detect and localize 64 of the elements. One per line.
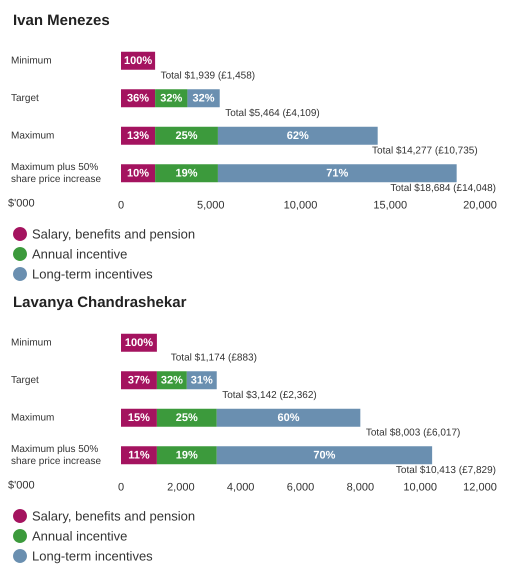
y-tick-label: Target	[11, 374, 40, 386]
chart-title: Lavanya Chandrashekar	[13, 294, 187, 311]
y-tick-label: Target	[11, 92, 40, 104]
annotation: 36%	[127, 92, 150, 104]
annotation: 71%	[326, 167, 349, 180]
legend-label: Salary, benefits and pension	[32, 508, 196, 524]
annotation: 11%	[128, 449, 150, 462]
x-tick-label: 0	[118, 200, 124, 212]
y-tick-label: Maximum plus 50% share price increase	[11, 162, 102, 185]
x-tick-label: 12,000	[463, 482, 497, 494]
x-tick-label: 4,000	[226, 482, 254, 494]
annotation: 10%	[127, 167, 150, 180]
annotation: 19%	[176, 167, 198, 180]
x-tick-label: 0	[118, 482, 124, 494]
y-tick-label: Maximum	[11, 412, 54, 424]
annotation: 37%	[128, 374, 150, 386]
legend-label: Long-term incentives	[32, 266, 154, 282]
annotation: 100%	[124, 336, 154, 349]
bar	[155, 164, 218, 182]
x-tick-label: 20,000	[463, 200, 497, 212]
x-tick-label: 6,000	[286, 482, 314, 494]
total-label: Total $8,003 (£6,017)	[366, 427, 460, 438]
total-label: Total $14,277 (£10,735)	[372, 145, 478, 156]
annotation: 60%	[278, 412, 300, 424]
annotation: 31%	[190, 374, 213, 386]
total-label: Total $3,142 (£2,362)	[222, 390, 317, 401]
legend-label: Salary, benefits and pension	[32, 226, 196, 242]
x-tick-label: 10,000	[403, 482, 437, 494]
annotation: 70%	[313, 449, 336, 462]
x-tick-label: 15,000	[373, 200, 408, 212]
annotation: 13%	[127, 130, 150, 142]
total-label: Total $1,174 (£883)	[170, 352, 257, 364]
annotation: 32%	[160, 92, 182, 104]
bar	[216, 446, 432, 464]
x-axis-title: $'000	[8, 480, 35, 492]
y-tick-label: Minimum	[11, 55, 52, 66]
chart-title: Ivan Menezes	[13, 12, 110, 29]
annotation: 15%	[128, 412, 150, 424]
y-tick-label: Maximum plus 50% share price increase	[11, 444, 102, 467]
x-tick-label: 10,000	[284, 200, 318, 212]
bar	[218, 164, 457, 182]
x-axis-title: $'000	[8, 198, 35, 210]
total-label: Total $10,413 (£7,829)	[396, 464, 496, 476]
total-label: Total $18,684 (£14,048)	[390, 182, 496, 194]
annotation: 32%	[160, 374, 184, 386]
x-tick-label: 2,000	[167, 482, 195, 494]
annotation: 32%	[192, 92, 215, 104]
bar	[218, 126, 378, 145]
annotation: 25%	[176, 412, 198, 424]
legend-label: Long-term incentives	[32, 548, 154, 564]
bar	[155, 126, 218, 145]
annotation: 19%	[176, 449, 198, 462]
legend-label: Annual incentive	[32, 246, 128, 262]
total-label: Total $1,939 (£1,458)	[160, 70, 256, 82]
y-tick-label: Minimum	[11, 337, 52, 348]
total-label: Total $5,464 (£4,109)	[225, 108, 320, 119]
legend-label: Annual incentive	[32, 528, 128, 544]
annotation: 62%	[286, 130, 310, 142]
x-tick-label: 5,000	[196, 200, 225, 212]
bar	[216, 408, 360, 427]
annotation: 100%	[124, 54, 152, 67]
y-tick-label: Maximum	[11, 130, 54, 142]
annotation: 25%	[176, 130, 198, 142]
x-tick-label: 8,000	[346, 482, 374, 494]
